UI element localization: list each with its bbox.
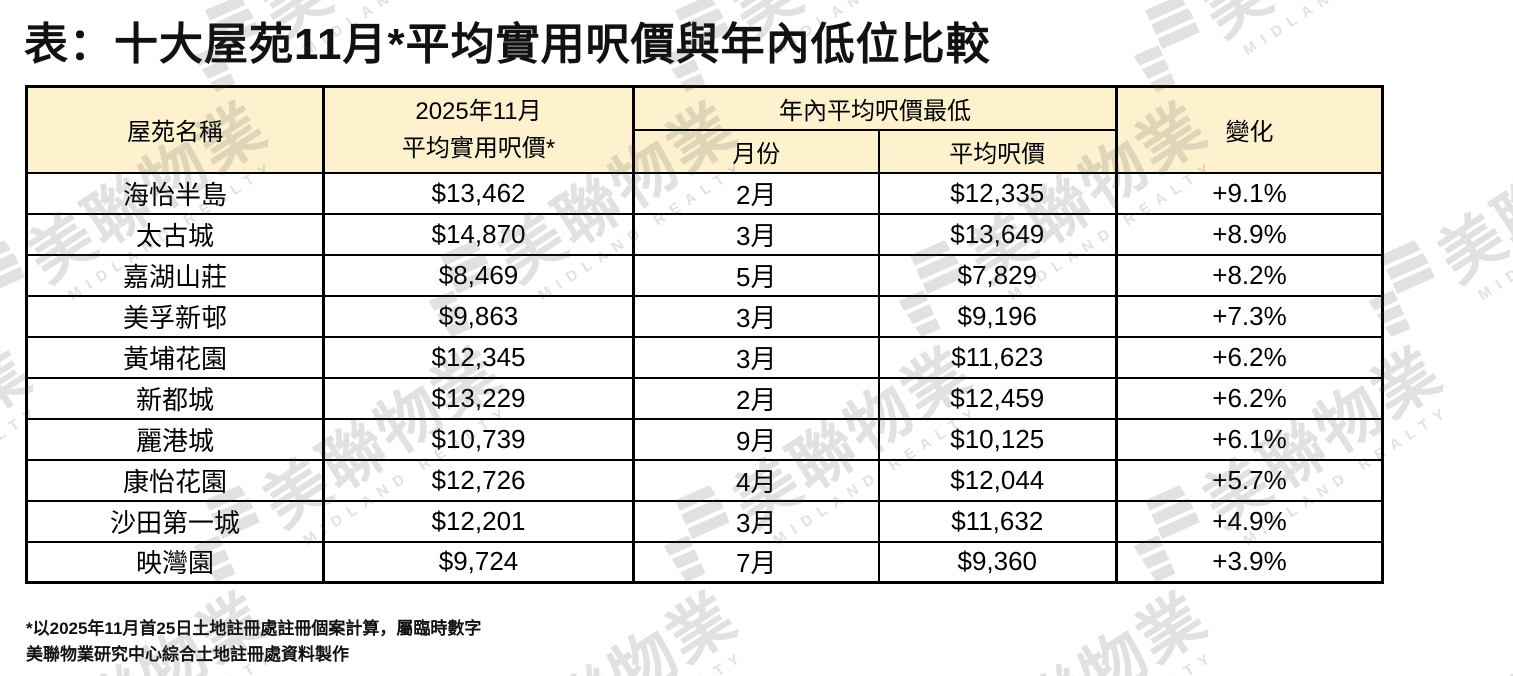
footnote-line-1: *以2025年11月首25日土地註冊處註冊個案計算，屬臨時數字 [26, 619, 482, 638]
col-header-month: 月份 [632, 128, 880, 174]
low-month-cell: 7月 [632, 540, 880, 584]
table-row: 康怡花園 $12,726 4月 $12,044 +5.7% [25, 458, 1384, 502]
nov-price-cell: $12,201 [322, 499, 635, 543]
footnotes: *以2025年11月首25日土地註冊處註冊個案計算，屬臨時數字 美聯物業研究中心… [26, 616, 481, 668]
change-cell: +8.2% [1115, 253, 1384, 297]
nov-price-cell: $8,469 [322, 253, 635, 297]
nov-price-cell: $14,870 [322, 212, 635, 256]
watermark-text-cn: 美聯物業 [1182, 0, 1457, 55]
estate-name-cell: 美孚新邨 [25, 294, 325, 338]
nov-price-cell: $13,229 [322, 376, 635, 420]
change-cell: +4.9% [1115, 499, 1384, 543]
table-row: 新都城 $13,229 2月 $12,459 +6.2% [25, 376, 1384, 420]
table-row: 太古城 $14,870 3月 $13,649 +8.9% [25, 212, 1384, 256]
table-body: 海怡半島 $13,462 2月 $12,335 +9.1% 太古城 $14,87… [25, 171, 1384, 584]
estate-name-cell: 沙田第一城 [25, 499, 325, 543]
change-cell: +8.9% [1115, 212, 1384, 256]
table-row: 美孚新邨 $9,863 3月 $9,196 +7.3% [25, 294, 1384, 338]
watermark-text-cn: 美聯物業 [1417, 567, 1513, 676]
change-cell: +5.7% [1115, 458, 1384, 502]
footnote-line-2: 美聯物業研究中心綜合土地註冊處資料製作 [26, 645, 349, 664]
change-cell: +6.1% [1115, 417, 1384, 461]
low-price-cell: $7,829 [877, 253, 1118, 297]
estate-name-cell: 海怡半島 [25, 171, 325, 215]
col-header-year-low-group: 年內平均呎價最低 [632, 85, 1118, 131]
watermark-text-en: MIDLAND REALTY [1475, 157, 1513, 305]
low-month-cell: 2月 [632, 171, 880, 215]
change-cell: +9.1% [1115, 171, 1384, 215]
low-price-cell: $9,360 [877, 540, 1118, 584]
table-row: 麗港城 $10,739 9月 $10,125 +6.1% [25, 417, 1384, 461]
page-title: 表：十大屋苑11月*平均實用呎價與年內低位比較 [24, 20, 991, 69]
estate-name-cell: 康怡花園 [25, 458, 325, 502]
watermark-text-en: MIDLAND REALTY [535, 592, 833, 676]
estate-name-cell: 太古城 [25, 212, 325, 256]
low-month-cell: 2月 [632, 376, 880, 420]
estates-table: 屋苑名稱 2025年11月 平均實用呎價* 年內平均呎價最低 變化 月份 平均呎… [25, 85, 1384, 584]
col-header-change: 變化 [1115, 85, 1384, 174]
table-row: 沙田第一城 $12,201 3月 $11,632 +4.9% [25, 499, 1384, 543]
low-month-cell: 3月 [632, 212, 880, 256]
col-header-avg-price: 平均呎價 [877, 128, 1118, 174]
low-price-cell: $12,335 [877, 171, 1118, 215]
low-month-cell: 5月 [632, 253, 880, 297]
estate-name-cell: 麗港城 [25, 417, 325, 461]
change-cell: +6.2% [1115, 376, 1384, 420]
watermark-text-en: MIDLAND REALTY [1475, 592, 1513, 676]
table-row: 海怡半島 $13,462 2月 $12,335 +9.1% [25, 171, 1384, 215]
low-month-cell: 3月 [632, 499, 880, 543]
watermark-text-en: MIDLAND REALTY [1240, 0, 1513, 59]
nov-price-cell: $10,739 [322, 417, 635, 461]
change-cell: +6.2% [1115, 335, 1384, 379]
estate-name-cell: 映灣園 [25, 540, 325, 584]
watermark-text-en: MIDLAND REALTY [1005, 592, 1303, 676]
low-month-cell: 4月 [632, 458, 880, 502]
change-cell: +7.3% [1115, 294, 1384, 338]
low-month-cell: 9月 [632, 417, 880, 461]
watermark-text-cn: 美聯物業 [1425, 89, 1513, 296]
low-month-cell: 3月 [632, 294, 880, 338]
low-price-cell: $13,649 [877, 212, 1118, 256]
nov-price-cell: $13,462 [322, 171, 635, 215]
estate-name-cell: 黃埔花園 [25, 335, 325, 379]
estate-name-cell: 新都城 [25, 376, 325, 420]
low-price-cell: $9,196 [877, 294, 1118, 338]
low-price-cell: $11,632 [877, 499, 1118, 543]
midland-logo-icon [1116, 0, 1219, 95]
estate-name-cell: 嘉湖山莊 [25, 253, 325, 297]
col-header-nov-price: 2025年11月 平均實用呎價* [322, 85, 635, 174]
col-header-nov-line1: 2025年11月 [415, 97, 542, 125]
table-row: 嘉湖山莊 $8,469 5月 $7,829 +8.2% [25, 253, 1384, 297]
low-price-cell: $12,459 [877, 376, 1118, 420]
nov-price-cell: $9,863 [322, 294, 635, 338]
low-price-cell: $12,044 [877, 458, 1118, 502]
col-header-nov-line2: 平均實用呎價* [401, 134, 556, 162]
nov-price-cell: $9,724 [322, 540, 635, 584]
table-header: 屋苑名稱 2025年11月 平均實用呎價* 年內平均呎價最低 變化 月份 平均呎… [25, 85, 1384, 174]
change-cell: +3.9% [1115, 540, 1384, 584]
table-row: 映灣園 $9,724 7月 $9,360 +3.9% [25, 540, 1384, 584]
col-header-estate: 屋苑名稱 [25, 85, 325, 174]
table-row: 黃埔花園 $12,345 3月 $11,623 +6.2% [25, 335, 1384, 379]
low-price-cell: $10,125 [877, 417, 1118, 461]
low-price-cell: $11,623 [877, 335, 1118, 379]
nov-price-cell: $12,345 [322, 335, 635, 379]
nov-price-cell: $12,726 [322, 458, 635, 502]
low-month-cell: 3月 [632, 335, 880, 379]
